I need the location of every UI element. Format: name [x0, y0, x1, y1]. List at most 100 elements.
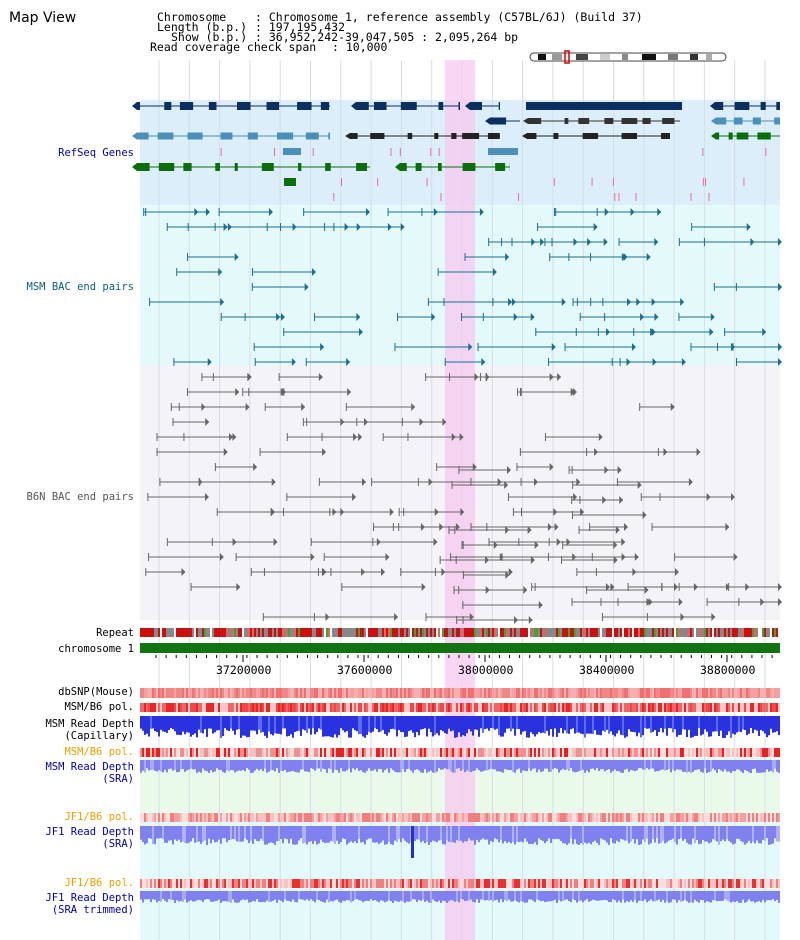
read-depth-bar: [210, 760, 212, 771]
repeat-segment: [236, 628, 238, 637]
heat-strip-cell: [736, 703, 738, 712]
heat-strip-cell: [508, 688, 510, 698]
read-depth-bar: [556, 826, 558, 839]
heat-strip-cell: [276, 879, 278, 888]
repeat-segment: [164, 628, 166, 637]
read-depth-bar: [210, 826, 212, 844]
heat-strip-cell: [566, 748, 568, 757]
read-depth-bar: [588, 826, 590, 843]
read-depth-bar: [514, 760, 516, 773]
bac-pair-arrow: [505, 571, 510, 579]
read-depth-bar: [330, 716, 332, 737]
read-depth-bar: [160, 760, 162, 772]
heat-strip-cell: [368, 879, 370, 888]
track-label-refseq[interactable]: RefSeq Genes: [58, 147, 134, 159]
read-depth-bar: [336, 716, 338, 738]
ideogram-band: [706, 54, 712, 60]
read-depth-bar: [418, 716, 420, 736]
heat-strip-cell: [426, 688, 428, 698]
read-depth-bar: [246, 716, 248, 738]
heat-strip-cell: [742, 813, 744, 822]
heat-strip-cell: [658, 703, 660, 712]
heat-strip-cell: [228, 703, 230, 712]
heat-strip-cell: [410, 879, 412, 888]
read-depth-bar: [410, 716, 412, 731]
read-depth-bar: [646, 891, 648, 903]
read-depth-bar: [502, 826, 504, 844]
read-depth-bar: [282, 826, 284, 844]
read-depth-bar: [532, 891, 534, 901]
read-depth-bar: [700, 760, 702, 772]
read-depth-bar: [242, 826, 244, 842]
heat-strip-cell: [516, 879, 518, 888]
heat-strip-cell: [560, 748, 562, 757]
read-depth-bar: [230, 826, 232, 840]
heat-strip-cell: [168, 813, 170, 822]
heat-strip-cell: [638, 688, 640, 698]
bac-pair-arrow: [513, 313, 518, 321]
read-depth-bar: [640, 716, 642, 738]
heat-strip-cell: [212, 879, 214, 888]
heat-strip-cell: [218, 879, 220, 888]
repeat-segment: [384, 628, 386, 637]
read-depth-bar: [426, 891, 428, 901]
read-depth-bar: [778, 760, 780, 773]
read-depth-bar: [388, 891, 390, 901]
heat-strip-cell: [728, 703, 730, 712]
track-label-msm-bac[interactable]: MSM BAC end pairs: [26, 281, 134, 293]
read-depth-bar: [298, 891, 300, 900]
gene-exon: [437, 163, 442, 171]
heat-strip-cell: [314, 703, 316, 712]
heat-strip-cell: [262, 879, 264, 888]
heat-strip-cell: [712, 748, 714, 757]
repeat-segment: [708, 628, 710, 637]
heat-strip-cell: [338, 703, 340, 712]
bac-pair-arrow: [219, 553, 224, 561]
heat-strip-cell: [554, 748, 556, 757]
gene-exon: [495, 163, 506, 171]
read-depth-bar: [158, 826, 160, 839]
heat-strip-cell: [542, 813, 544, 822]
heat-strip-cell: [328, 703, 330, 712]
heat-strip-cell: [764, 703, 766, 712]
read-depth-bar: [308, 716, 310, 729]
heat-strip-cell: [510, 703, 512, 712]
heat-strip-cell: [444, 748, 446, 757]
heat-strip-cell: [254, 748, 256, 757]
heat-strip-cell: [488, 703, 490, 712]
read-depth-bar: [214, 760, 216, 772]
heat-strip-cell: [776, 688, 778, 698]
read-depth-bar: [522, 716, 524, 732]
read-depth-bar: [456, 826, 458, 841]
read-depth-bar: [254, 760, 256, 771]
heat-strip-cell: [264, 748, 266, 757]
heat-strip-cell: [336, 688, 338, 698]
bac-pair-arrow: [220, 298, 225, 306]
read-depth-bar: [600, 826, 602, 839]
read-depth-bar: [530, 891, 532, 900]
heat-strip-cell: [558, 748, 560, 757]
read-depth-bar: [166, 716, 168, 733]
heat-strip-cell: [734, 703, 736, 712]
track-label-b6n-bac[interactable]: B6N BAC end pairs: [26, 491, 134, 503]
heat-strip-cell: [430, 813, 432, 822]
read-depth-bar: [590, 760, 592, 769]
read-depth-bar: [260, 891, 262, 903]
heat-strip-cell: [342, 703, 344, 712]
heat-strip-cell: [538, 703, 540, 712]
heat-strip-cell: [358, 703, 360, 712]
gene-exon: [564, 118, 569, 124]
repeat-segment: [574, 628, 576, 637]
read-depth-bar: [334, 826, 336, 844]
read-depth-bar: [242, 760, 244, 770]
heat-strip-cell: [624, 748, 626, 757]
heat-strip-cell: [674, 688, 676, 698]
heat-strip-cell: [652, 703, 654, 712]
heat-strip-cell: [420, 813, 422, 822]
heat-strip-cell: [504, 813, 506, 822]
heat-strip-cell: [710, 688, 712, 698]
read-depth-bar: [758, 716, 760, 736]
read-depth-bar: [702, 891, 704, 901]
read-depth-bar: [178, 826, 180, 840]
